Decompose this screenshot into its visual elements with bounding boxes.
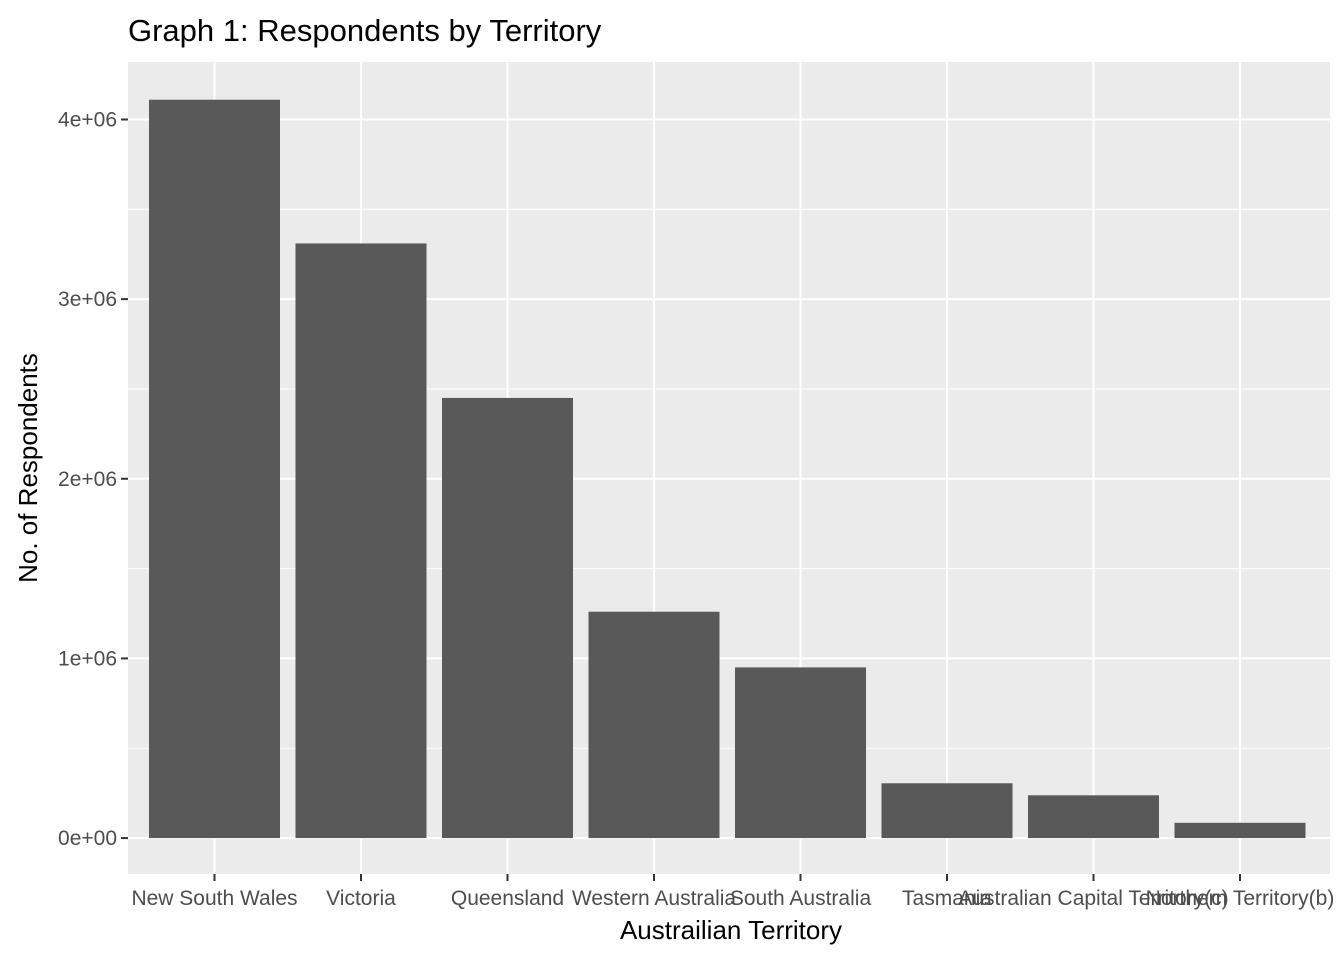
y-axis-title: No. of Respondents: [13, 353, 43, 583]
y-tick-label: 2e+06: [58, 468, 117, 491]
x-tick-label: New South Wales: [131, 887, 297, 910]
bar: [1028, 795, 1159, 839]
bar: [149, 99, 280, 839]
y-tick-label: 1e+06: [58, 647, 117, 670]
x-axis: New South Wales Victoria Queensland Western…: [131, 874, 1334, 910]
y-tick-label: 0e+00: [58, 827, 117, 850]
bar: [1174, 822, 1306, 839]
x-tick-label: Western Australia: [572, 887, 737, 910]
bar: [295, 243, 427, 839]
bar: [735, 667, 866, 839]
bars: [149, 99, 1306, 839]
x-tick-label: South Australia: [730, 887, 872, 910]
y-tick-label: 4e+06: [58, 108, 117, 131]
x-axis-title: Austrailian Territory: [620, 915, 842, 945]
bar: [588, 611, 720, 839]
x-tick-label: Tasmania: [902, 887, 992, 910]
x-tick-label: Queensland: [451, 887, 564, 910]
bar: [881, 783, 1013, 839]
x-tick-label: Australian Capital Territory(c): [958, 887, 1228, 910]
bar: [442, 397, 573, 839]
y-tick-label: 3e+06: [58, 288, 117, 311]
y-axis: 0e+00 1e+06 2e+06 3e+06 4e+06: [58, 108, 128, 850]
chart-title: Graph 1: Respondents by Territory: [128, 13, 602, 48]
x-tick-label: Northern Territory(b): [1146, 887, 1335, 910]
x-tick-label: Victoria: [326, 887, 396, 910]
